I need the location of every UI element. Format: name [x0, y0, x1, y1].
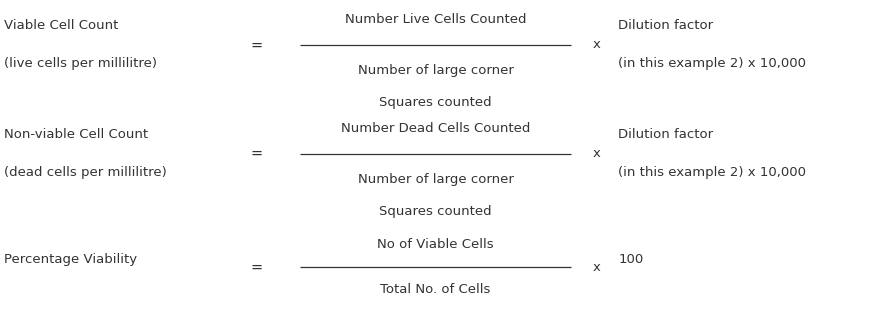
Text: x: x [592, 261, 601, 274]
Text: Dilution factor: Dilution factor [618, 128, 713, 141]
Text: Percentage Viability: Percentage Viability [4, 253, 138, 266]
Text: Squares counted: Squares counted [379, 96, 492, 109]
Text: x: x [592, 147, 601, 160]
Text: Number of large corner: Number of large corner [358, 64, 513, 77]
Text: (in this example 2) x 10,000: (in this example 2) x 10,000 [618, 58, 807, 70]
Text: Total No. of Cells: Total No. of Cells [381, 283, 490, 296]
Text: (in this example 2) x 10,000: (in this example 2) x 10,000 [618, 166, 807, 179]
Text: Squares counted: Squares counted [379, 205, 492, 218]
Text: 100: 100 [618, 253, 644, 266]
Text: (dead cells per millilitre): (dead cells per millilitre) [4, 166, 167, 179]
Text: Dilution factor: Dilution factor [618, 19, 713, 32]
Text: Number of large corner: Number of large corner [358, 173, 513, 186]
Text: No of Viable Cells: No of Viable Cells [377, 238, 494, 251]
Text: =: = [251, 260, 263, 275]
Text: x: x [592, 38, 601, 51]
Text: Viable Cell Count: Viable Cell Count [4, 19, 118, 32]
Text: Non-viable Cell Count: Non-viable Cell Count [4, 128, 148, 141]
Text: =: = [251, 146, 263, 161]
Text: =: = [251, 37, 263, 52]
Text: Number Live Cells Counted: Number Live Cells Counted [345, 13, 526, 26]
Text: Number Dead Cells Counted: Number Dead Cells Counted [341, 122, 530, 134]
Text: (live cells per millilitre): (live cells per millilitre) [4, 58, 158, 70]
